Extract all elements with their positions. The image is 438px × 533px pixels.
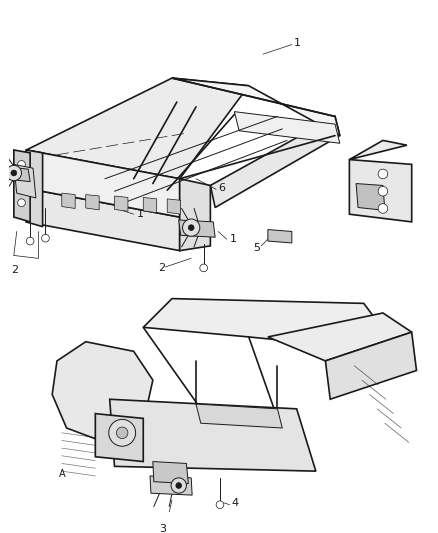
Polygon shape: [234, 111, 340, 143]
Circle shape: [11, 170, 17, 176]
Polygon shape: [95, 414, 143, 462]
Circle shape: [26, 237, 34, 245]
Circle shape: [42, 235, 49, 242]
Polygon shape: [14, 150, 30, 222]
Polygon shape: [14, 164, 36, 198]
Circle shape: [18, 199, 25, 207]
Circle shape: [183, 219, 200, 236]
Polygon shape: [167, 199, 180, 214]
Polygon shape: [153, 462, 188, 483]
Circle shape: [378, 169, 388, 179]
Polygon shape: [143, 298, 392, 346]
Text: 3: 3: [159, 524, 166, 533]
Polygon shape: [268, 230, 292, 243]
Polygon shape: [114, 196, 128, 212]
Polygon shape: [150, 476, 192, 495]
Text: 6: 6: [218, 183, 225, 193]
Polygon shape: [110, 399, 316, 471]
Polygon shape: [62, 193, 75, 208]
Polygon shape: [268, 313, 412, 361]
Text: 5: 5: [253, 243, 260, 253]
Polygon shape: [26, 150, 42, 227]
Circle shape: [18, 160, 25, 168]
Text: 4: 4: [231, 498, 239, 508]
Polygon shape: [180, 179, 210, 251]
Text: 2: 2: [11, 265, 18, 275]
Circle shape: [171, 478, 187, 493]
Circle shape: [6, 165, 21, 181]
Polygon shape: [26, 150, 180, 217]
Polygon shape: [26, 78, 249, 179]
Polygon shape: [325, 332, 417, 399]
Polygon shape: [356, 183, 385, 211]
Text: 1: 1: [294, 38, 301, 47]
Polygon shape: [143, 197, 157, 213]
Polygon shape: [52, 342, 153, 442]
Circle shape: [117, 427, 128, 439]
Circle shape: [188, 225, 194, 230]
Text: 1: 1: [137, 209, 144, 219]
Text: A: A: [59, 469, 66, 479]
Circle shape: [378, 187, 388, 196]
Circle shape: [216, 501, 224, 508]
Text: 2: 2: [158, 263, 165, 273]
Polygon shape: [196, 404, 282, 428]
Text: 1: 1: [230, 234, 237, 244]
Polygon shape: [26, 188, 180, 251]
Polygon shape: [350, 159, 412, 222]
Circle shape: [378, 204, 388, 213]
Polygon shape: [86, 195, 99, 210]
Polygon shape: [1, 166, 30, 182]
Polygon shape: [350, 140, 407, 159]
Polygon shape: [210, 116, 340, 207]
Circle shape: [200, 264, 208, 272]
Circle shape: [176, 483, 182, 488]
Polygon shape: [172, 78, 340, 135]
Polygon shape: [179, 220, 215, 237]
Circle shape: [109, 419, 136, 446]
Circle shape: [18, 180, 25, 188]
